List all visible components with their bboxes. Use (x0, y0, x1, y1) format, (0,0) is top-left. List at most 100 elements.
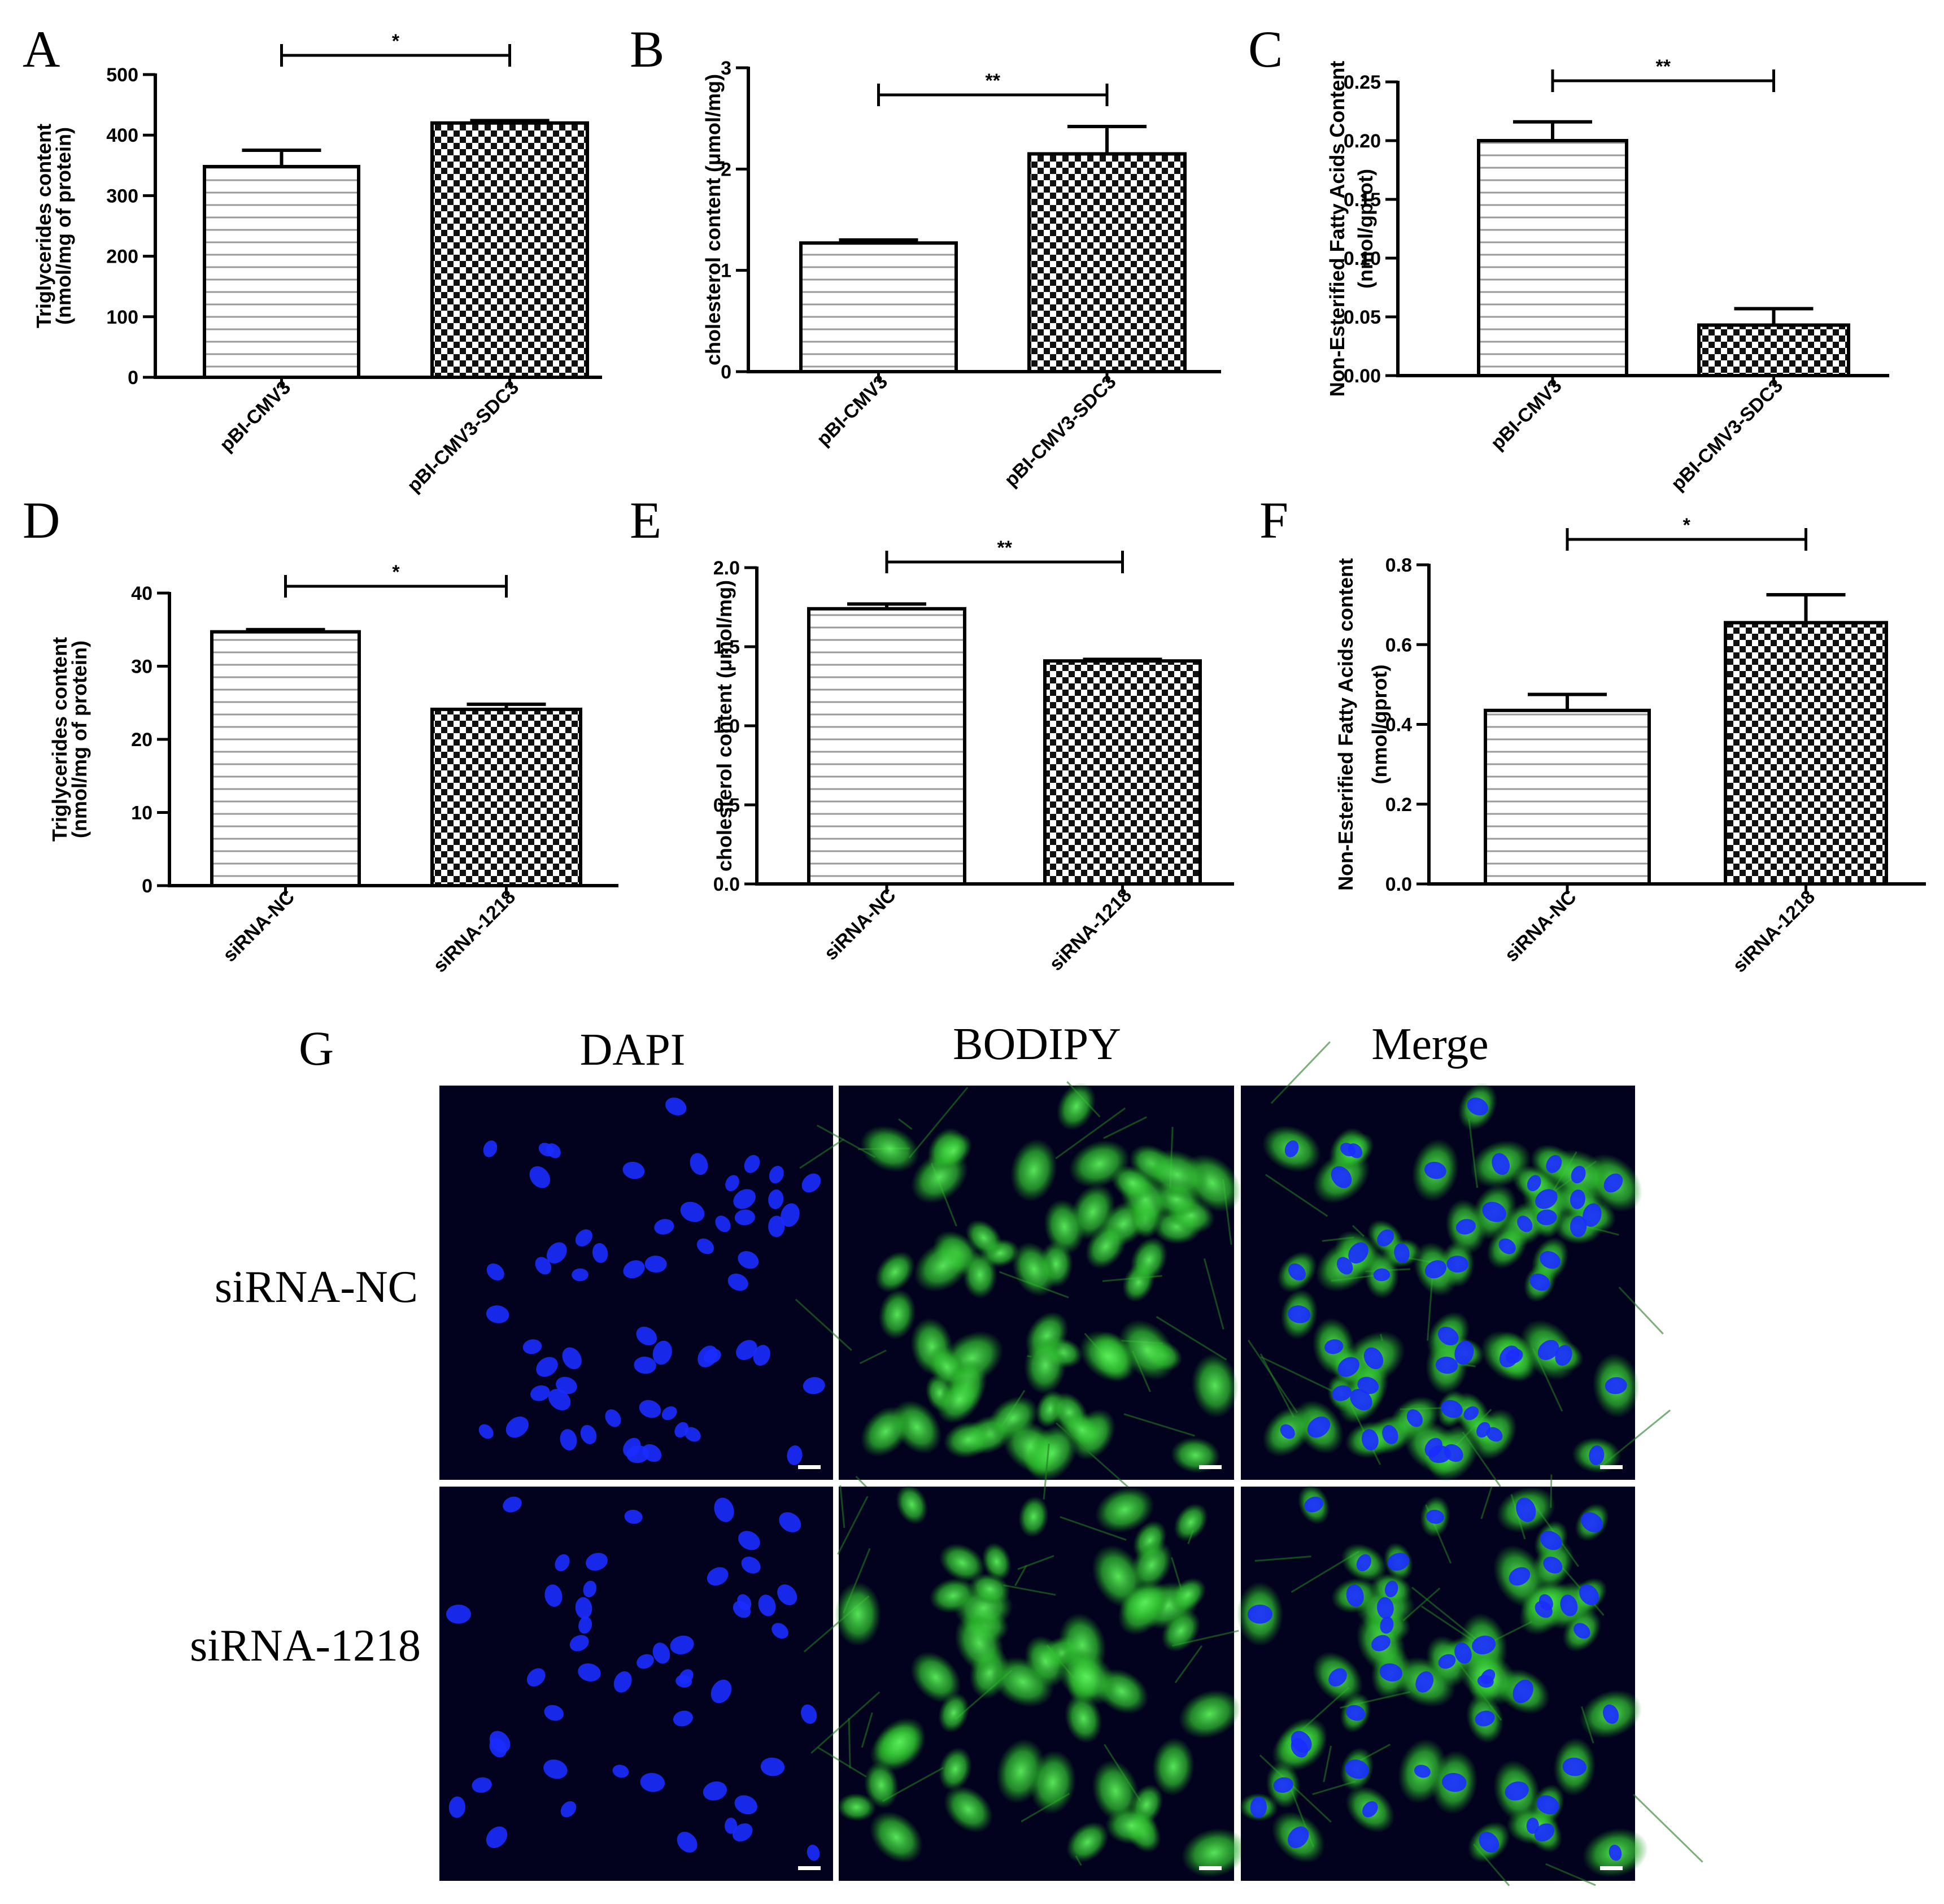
fiber (1043, 1444, 1050, 1500)
panel-g-letter: G (299, 1021, 334, 1075)
nucleus (1536, 1209, 1557, 1226)
micrograph-dapi-sirna-nc (439, 1086, 833, 1480)
nucleus (769, 1166, 784, 1184)
nucleus (1581, 1512, 1603, 1532)
nucleus (737, 1594, 752, 1611)
fiber (1003, 1584, 1056, 1596)
nucleus (575, 1229, 592, 1247)
nucleus (1602, 1704, 1619, 1724)
nucleus (1345, 1705, 1366, 1721)
nucleus (1348, 1242, 1368, 1264)
nucleus (486, 1305, 509, 1323)
lipid-cell (860, 1125, 919, 1173)
category-label: pBI-CMV3-SDC3 (1000, 371, 1121, 491)
nucleus (478, 1424, 494, 1439)
y-tick-label: 0 (721, 361, 731, 383)
nucleus (711, 1679, 732, 1703)
lipid-cell (1152, 1737, 1195, 1796)
nucleus (1437, 1326, 1459, 1345)
nucleus (1414, 1764, 1431, 1778)
nucleus (1331, 1166, 1352, 1188)
nucleus (592, 1243, 608, 1263)
nucleus (1348, 1143, 1363, 1158)
nucleus (522, 1339, 542, 1354)
nucleus (486, 1826, 508, 1848)
fiber (1055, 1107, 1126, 1160)
fiber (1017, 1555, 1054, 1570)
nucleus (1486, 1427, 1503, 1442)
fiber (1270, 1041, 1331, 1104)
nucleus (546, 1242, 567, 1264)
nucleus (1455, 1219, 1476, 1235)
nucleus (642, 1444, 662, 1462)
lipid-cell (1161, 1609, 1201, 1652)
y-tick-label: 40 (131, 583, 152, 604)
nucleus (1424, 1437, 1443, 1457)
nucleus (1424, 1260, 1447, 1279)
nucleus (1529, 1273, 1550, 1291)
y-tick-label: 0.00 (1344, 365, 1381, 387)
nucleus (543, 1759, 568, 1779)
nucleus (1345, 1759, 1369, 1779)
lipid-cell (1024, 1336, 1067, 1395)
lipid-cell (1029, 1750, 1076, 1815)
lipid-cell (1095, 1487, 1154, 1533)
lipid-cell (1079, 1330, 1137, 1383)
nucleus (1454, 1642, 1472, 1664)
nucleus (741, 1556, 761, 1574)
micrograph-background (439, 1487, 833, 1881)
y-axis-label: Triglycerides content (48, 637, 71, 842)
nucleus (1517, 1215, 1533, 1232)
nucleus (1475, 1710, 1495, 1727)
nucleus (1446, 1256, 1469, 1273)
bar (1027, 152, 1187, 373)
nucleus (1583, 1203, 1602, 1227)
lipid-cell (834, 1581, 882, 1647)
lipid-cell (1181, 1828, 1248, 1877)
nucleus (1467, 1097, 1488, 1116)
lipid-cell (1105, 1807, 1158, 1845)
nucleus (1534, 1823, 1555, 1842)
nucleus (733, 1189, 756, 1209)
lipid-cell (1119, 1581, 1171, 1624)
nucleus (580, 1424, 597, 1444)
nucleus (529, 1166, 551, 1188)
nucleus (684, 1427, 701, 1442)
nucleus (732, 1823, 753, 1842)
significance-marker: * (392, 31, 400, 52)
nucleus (546, 1143, 561, 1158)
nucleus (583, 1580, 597, 1598)
nucleus (1562, 1757, 1586, 1776)
nucleus (586, 1553, 608, 1571)
nucleus (1288, 1263, 1306, 1281)
nucleus (736, 1340, 757, 1360)
panel-letter: F (1259, 491, 1288, 549)
nucleus (1337, 1357, 1359, 1377)
nucleus (680, 1201, 705, 1222)
y-tick-label: 0.8 (1385, 555, 1412, 576)
y-tick-label: 20 (131, 729, 152, 751)
nucleus (1482, 1201, 1506, 1222)
scale-bar (1600, 1866, 1623, 1870)
lipid-cell (982, 1543, 1012, 1581)
fiber (1248, 1339, 1298, 1413)
nucleus (526, 1668, 546, 1687)
y-tick-label: 300 (106, 185, 138, 207)
nucleus (1540, 1251, 1561, 1269)
y-tick-label: 200 (106, 246, 138, 268)
nucleus (772, 1623, 788, 1639)
nucleus (1540, 1531, 1562, 1550)
category-label: pBI-CMV3 (216, 377, 295, 456)
nucleus (623, 1437, 641, 1457)
y-tick-label: 3 (721, 58, 731, 79)
lipid-cell (954, 1613, 1004, 1674)
nucleus (1424, 1161, 1446, 1179)
bar (210, 630, 361, 887)
nucleus (1287, 1826, 1309, 1848)
category-label: siRNA-1218 (1729, 886, 1820, 977)
lipid-cell (939, 1543, 986, 1582)
nucleus (1332, 1385, 1352, 1401)
lipid-cell (1170, 1437, 1221, 1474)
lipid-cell (934, 1132, 973, 1169)
